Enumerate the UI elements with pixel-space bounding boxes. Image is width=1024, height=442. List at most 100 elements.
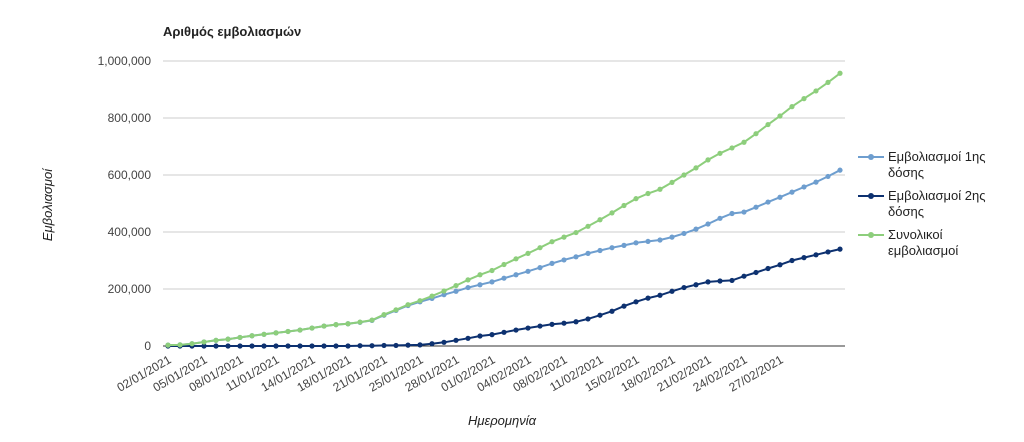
data-point [537,245,543,251]
data-point [705,221,711,227]
data-point [345,321,351,327]
data-point [681,284,687,291]
legend-swatch-marker [868,154,874,160]
data-point [837,246,843,252]
legend-swatch-marker [868,232,874,238]
grid-lines [163,60,845,347]
data-point [489,267,495,274]
data-point [681,230,687,237]
data-point [573,229,579,236]
data-point [501,329,507,335]
data-point [393,307,399,313]
data-point [669,234,675,240]
data-point [285,328,291,335]
data-point [669,288,675,294]
data-point [657,292,663,298]
y-tick-label: 400,000 [108,225,152,239]
series-1 [165,167,843,348]
data-point [609,245,615,251]
data-point [417,342,423,348]
series-line [167,169,841,347]
data-point [801,184,807,190]
data-point [429,341,435,347]
data-point [405,302,411,308]
data-point [525,250,531,256]
data-point [825,249,831,255]
data-point [681,172,687,178]
data-point [225,343,231,349]
data-point [561,257,567,263]
data-point [465,277,471,283]
data-point [201,343,207,349]
data-point [753,204,759,210]
data-point [729,277,735,284]
y-axis-ticks: 0 200,000 400,000 600,000 800,000 1,000,000 [98,54,152,353]
data-point [273,343,279,349]
data-point [561,234,567,240]
data-point [813,179,819,185]
data-point [729,210,735,217]
data-point [369,343,375,349]
data-point [165,342,171,348]
data-point [753,131,759,137]
data-point [537,265,543,271]
data-point [369,317,375,323]
data-point [249,333,255,339]
data-point [465,284,471,291]
data-point [813,252,819,258]
series-line [167,72,841,347]
x-axis-ticks: 02/01/202105/01/202108/01/202111/01/2021… [114,352,785,394]
data-point [513,272,519,278]
data-point [717,278,723,284]
data-point [633,299,639,305]
data-point [213,337,219,343]
data-point [825,173,831,180]
data-point [549,321,555,327]
data-point [621,303,627,309]
data-point [729,145,735,151]
data-point [357,343,363,349]
data-point [453,337,459,343]
data-point [525,268,531,274]
data-point [405,342,411,348]
data-point [525,325,531,331]
legend-label: Εμβολιασμοί 1ης δόσης [888,149,986,180]
data-point [717,150,723,156]
data-point [597,217,603,223]
data-point [477,272,483,278]
data-point [537,323,543,329]
data-point [441,339,447,345]
data-point [213,343,219,349]
data-point [489,279,495,285]
data-point [777,194,783,200]
data-point [501,261,507,268]
data-point [357,319,363,325]
data-point [201,339,207,345]
data-point [597,247,603,254]
data-point [321,323,327,329]
data-point [309,343,315,349]
data-point [189,341,195,347]
y-tick-label: 1,000,000 [98,54,152,68]
data-point [441,288,447,294]
data-point [501,275,507,281]
data-point [753,269,759,276]
data-point [669,179,675,186]
data-point [765,199,771,205]
data-point [249,343,255,349]
data-point [561,320,567,326]
legend-item: Συνολικοί εμβολιασμοί [858,227,958,258]
data-point [705,157,711,163]
data-point [633,196,639,202]
data-point [645,295,651,301]
series-3 [165,70,843,348]
data-point [477,282,483,288]
data-point [417,298,423,304]
data-point [633,240,639,246]
data-point [717,215,723,221]
data-point [789,104,795,110]
legend-item: Εμβολιασμοί 1ης δόσης [858,149,986,180]
data-point [573,254,579,260]
data-point [621,202,627,209]
data-point [621,242,627,248]
